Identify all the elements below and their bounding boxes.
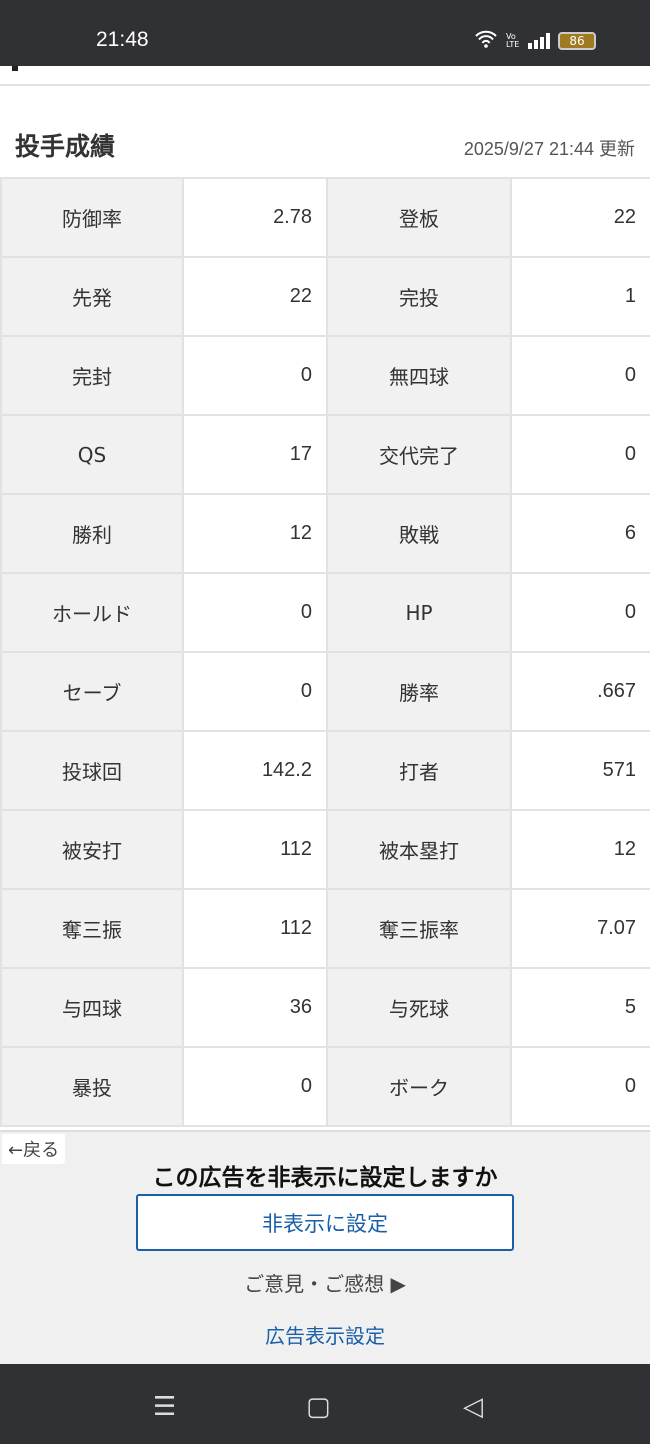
stat-value: 0 [182, 1046, 328, 1127]
wifi-icon [474, 30, 498, 51]
clock: 21:48 [96, 28, 149, 51]
stat-value: 0 [182, 572, 328, 653]
stat-label: 奪三振率 [326, 888, 512, 969]
stat-label: ホールド [0, 572, 184, 653]
stat-label: 与四球 [0, 967, 184, 1048]
stat-value: 1 [510, 256, 650, 337]
stat-value: 22 [182, 256, 328, 337]
stat-value: 12 [510, 809, 650, 890]
stat-value: 2.78 [182, 177, 328, 258]
stat-value: 571 [510, 730, 650, 811]
ad-settings-link[interactable]: 広告表示設定 [265, 1324, 385, 1348]
table-row: 防御率 2.78 登板 22 [0, 177, 650, 258]
stat-label: 完投 [326, 256, 512, 337]
navigation-bar: ☰ ▢ ◁ [0, 1364, 650, 1444]
stat-label: 被安打 [0, 809, 184, 890]
stat-value: 0 [510, 572, 650, 653]
stat-label: 与死球 [326, 967, 512, 1048]
stat-label: 暴投 [0, 1046, 184, 1127]
stat-value: 5 [510, 967, 650, 1048]
table-row: 完封 0 無四球 0 [0, 335, 650, 416]
menu-icon[interactable]: ☰ [153, 1392, 177, 1422]
stat-value: 142.2 [182, 730, 328, 811]
stat-label: 奪三振 [0, 888, 184, 969]
stat-label: セーブ [0, 651, 184, 732]
back-button[interactable]: ←戻る [2, 1134, 66, 1164]
stat-label: 打者 [326, 730, 512, 811]
stat-value: 0 [510, 335, 650, 416]
stat-value: 17 [182, 414, 328, 495]
stat-value: 112 [182, 888, 328, 969]
stat-value: 0 [510, 414, 650, 495]
feedback-link[interactable]: ご意見・ご感想 ▶ [244, 1272, 406, 1296]
volte-icon: VoLTE [506, 31, 520, 49]
stat-value: 112 [182, 809, 328, 890]
table-row: 奪三振 112 奪三振率 7.07 [0, 888, 650, 969]
stat-label: QS [0, 414, 184, 495]
stat-label: ボーク [326, 1046, 512, 1127]
back-icon[interactable]: ◁ [463, 1392, 483, 1422]
stat-label: 完封 [0, 335, 184, 416]
stat-label: 登板 [326, 177, 512, 258]
stat-value: 0 [182, 335, 328, 416]
stat-value: .667 [510, 651, 650, 732]
stat-label: 交代完了 [326, 414, 512, 495]
stat-value: 0 [510, 1046, 650, 1127]
stat-value: 6 [510, 493, 650, 574]
ad-hide-panel: ←戻る この広告を非表示に設定しますか 非表示に設定 ご意見・ご感想 ▶ 広告表… [0, 1130, 650, 1364]
table-row: QS 17 交代完了 0 [0, 414, 650, 495]
page-title: 投手成績 [15, 132, 116, 161]
home-icon[interactable]: ▢ [306, 1392, 331, 1422]
stat-label: 先発 [0, 256, 184, 337]
stat-value: 22 [510, 177, 650, 258]
stat-value: 7.07 [510, 888, 650, 969]
stat-label: 勝率 [326, 651, 512, 732]
updated-timestamp: 2025/9/27 21:44 更新 [463, 139, 635, 159]
table-row: 与四球 36 与死球 5 [0, 967, 650, 1048]
header-strip [0, 66, 650, 86]
signal-icon [528, 32, 550, 49]
stat-label: 勝利 [0, 493, 184, 574]
ad-hide-question: この広告を非表示に設定しますか [152, 1165, 498, 1191]
battery-icon: 86 [558, 31, 596, 50]
table-row: 暴投 0 ボーク 0 [0, 1046, 650, 1127]
table-row: 先発 22 完投 1 [0, 256, 650, 337]
stat-label: HP [326, 572, 512, 653]
stat-label: 防御率 [0, 177, 184, 258]
stat-value: 12 [182, 493, 328, 574]
stat-value: 36 [182, 967, 328, 1048]
stat-label: 敗戦 [326, 493, 512, 574]
table-row: 勝利 12 敗戦 6 [0, 493, 650, 574]
table-row: 投球回 142.2 打者 571 [0, 730, 650, 811]
table-row: 被安打 112 被本塁打 12 [0, 809, 650, 890]
table-row: ホールド 0 HP 0 [0, 572, 650, 653]
stat-label: 被本塁打 [326, 809, 512, 890]
stat-label: 投球回 [0, 730, 184, 811]
stat-label: 無四球 [326, 335, 512, 416]
hide-ad-button[interactable]: 非表示に設定 [136, 1194, 514, 1251]
status-bar: 21:48 VoLTE 86 [0, 0, 650, 66]
stat-value: 0 [182, 651, 328, 732]
table-row: セーブ 0 勝率 .667 [0, 651, 650, 732]
pitching-stats-table: 防御率 2.78 登板 22 先発 22 完投 1 完封 0 無四球 0 QS 17 交代完了 0 勝利 12 敗戦… [0, 177, 650, 1127]
